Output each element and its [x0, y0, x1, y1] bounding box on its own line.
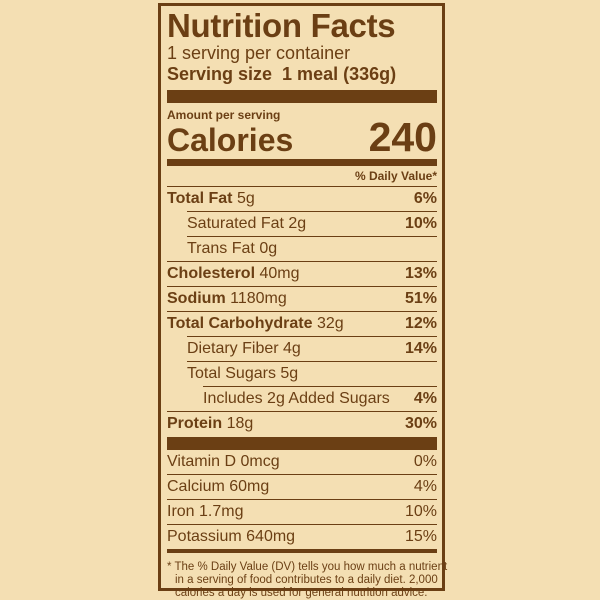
- nutrient-name: Trans Fat: [187, 240, 255, 257]
- footnote-line: * The % Daily Value (DV) tells you how m…: [167, 561, 448, 573]
- servings: 1 serving per container: [167, 43, 351, 63]
- serving-size: Serving size 1 meal (336g): [167, 63, 437, 85]
- calories: Calories 240: [167, 114, 437, 160]
- nutrient-name: Protein: [167, 415, 223, 432]
- nutrient-amount: 18g: [226, 415, 254, 432]
- nutrient-name: Includes 2g Added Sugars: [203, 390, 390, 407]
- nutrient-dv: 13%: [404, 265, 437, 282]
- nutrient-dv: 10%: [404, 215, 437, 232]
- nutrient-name: Total Sugars: [187, 365, 276, 382]
- divider: [167, 549, 437, 553]
- nutrient-row: Total Fat 5g 6%: [167, 186, 437, 211]
- vitamin-row: Potassium 640mg 15%: [167, 525, 437, 549]
- nutrient-name: Dietary Fiber: [187, 340, 279, 357]
- vitamin-dv: 4%: [413, 478, 437, 495]
- divider: [167, 437, 437, 450]
- nutrient-dv: 4%: [413, 390, 437, 407]
- vitamin-dv: 10%: [404, 503, 437, 520]
- title: Nutrition Facts: [167, 7, 396, 44]
- nutrient-row: Includes 2g Added Sugars 4%: [203, 386, 437, 411]
- nutrient-amount: 40mg: [259, 265, 300, 282]
- vitamin-amount: 1.7mg: [199, 503, 244, 520]
- nutrient-amount: 5g: [280, 365, 299, 382]
- footnote-line: calories a day is used for general nutri…: [175, 587, 428, 599]
- nutrient-amount: 2g: [288, 215, 307, 232]
- nutrient-amount: 0g: [259, 240, 278, 257]
- nutrient-dv: 6%: [413, 190, 437, 207]
- nutrient-row: Sodium 1180mg 51%: [167, 286, 437, 311]
- nutrient-name: Saturated Fat: [187, 215, 284, 232]
- nutrient-row: Trans Fat 0g: [187, 236, 437, 261]
- daily-value-header: % Daily Value*: [354, 169, 437, 183]
- vitamin-amount: 60mg: [229, 478, 270, 495]
- nutrient-amount: 1180mg: [230, 290, 287, 307]
- vitamin-row: Calcium 60mg 4%: [167, 475, 437, 500]
- nutrient-name: Total Carbohydrate: [167, 315, 313, 332]
- vitamin-row: Iron 1.7mg 10%: [167, 500, 437, 525]
- vitamin-dv: 0%: [413, 453, 437, 470]
- nutrient-row: Saturated Fat 2g 10%: [187, 211, 437, 236]
- nutrient-name: Total Fat: [167, 190, 233, 207]
- vitamin-dv: 15%: [404, 528, 437, 545]
- vitamin-name: Calcium: [167, 478, 225, 495]
- nutrient-dv: 51%: [404, 290, 437, 307]
- vitamin-name: Potassium: [167, 528, 242, 545]
- nutrient-row: Total Sugars 5g: [187, 361, 437, 386]
- nutrient-row: Total Carbohydrate 32g 12%: [167, 311, 437, 336]
- divider: [167, 90, 437, 103]
- vitamin-row: Vitamin D 0mcg 0%: [167, 450, 437, 475]
- divider: [167, 159, 437, 166]
- nutrient-dv: 12%: [404, 315, 437, 332]
- vitamin-name: Iron: [167, 503, 195, 520]
- calories-value: 240: [368, 114, 437, 160]
- nutrient-row: Protein 18g 30%: [167, 411, 437, 436]
- amount-per-serving: Amount per serving: [167, 108, 281, 122]
- calories-label: Calories: [167, 122, 294, 158]
- footnote-line: in a serving of food contributes to a da…: [175, 574, 438, 586]
- nutrient-amount: 4g: [283, 340, 301, 357]
- vitamin-name: Vitamin D: [167, 453, 237, 470]
- nutrient-dv: 14%: [404, 340, 437, 357]
- vitamin-amount: 640mg: [246, 528, 296, 545]
- footnote: * The % Daily Value (DV) tells you how m…: [167, 561, 448, 600]
- serving-size-value: 1 meal (336g): [282, 64, 397, 84]
- nutrient-name: Cholesterol: [167, 265, 256, 282]
- nutrient-amount: 32g: [316, 315, 344, 332]
- nutrient-dv: 30%: [404, 415, 437, 432]
- nutrient-amount: 5g: [236, 190, 255, 207]
- serving-size-label: Serving size: [167, 64, 273, 84]
- nutrition-label: Nutrition Facts 1 serving per container …: [158, 3, 447, 599]
- nutrient-name: Sodium: [167, 290, 226, 307]
- nutrient-row: Dietary Fiber 4g 14%: [187, 336, 437, 361]
- nutrient-row: Cholesterol 40mg 13%: [167, 261, 437, 286]
- vitamin-amount: 0mcg: [240, 453, 280, 470]
